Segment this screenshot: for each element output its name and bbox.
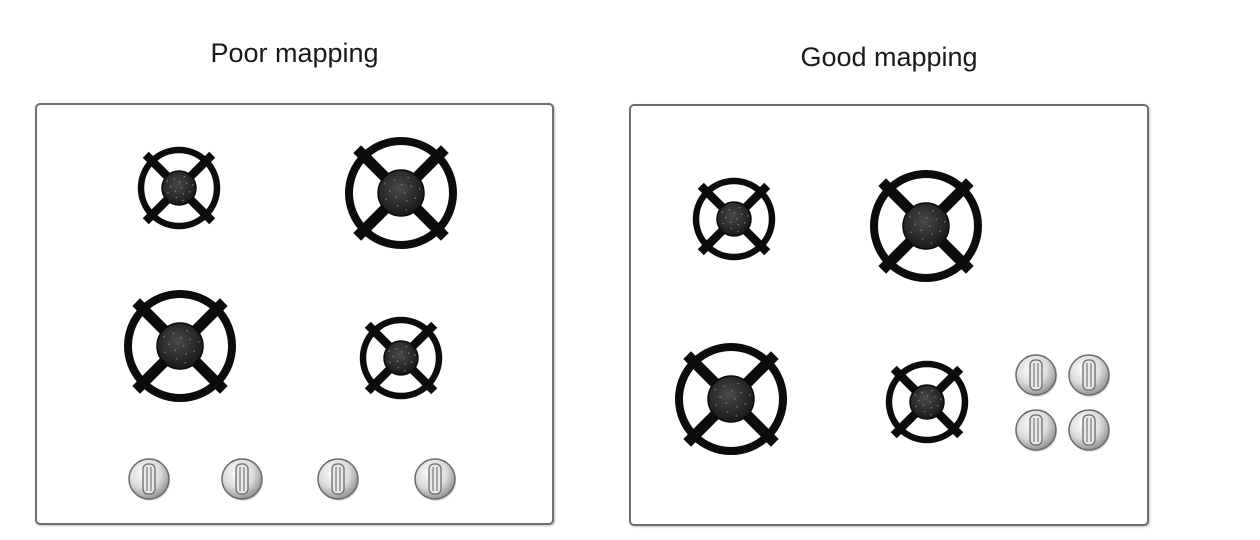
good-mapping-title: Good mapping [800,42,978,72]
poor-mapping-title: Poor mapping [210,38,379,68]
knob-3-icon[interactable] [317,458,359,501]
burner-back-right-icon [870,170,982,282]
knob-2-icon[interactable] [221,458,263,501]
good-mapping-svg [675,170,1110,455]
burner-front-right-icon [359,316,443,400]
knob-front-left-icon[interactable] [1015,409,1057,452]
knob-back-right-icon[interactable] [1068,354,1110,397]
burner-back-left-icon [137,146,221,230]
burner-back-left-icon [692,177,776,261]
knob-1-icon[interactable] [128,458,170,501]
knob-back-left-icon[interactable] [1015,354,1057,397]
good-mapping-stovetop [629,104,1149,526]
burner-front-right-icon [885,360,969,444]
poor-mapping-svg [124,137,457,501]
poor-mapping-stovetop [35,103,554,525]
burner-front-left-icon [124,290,236,402]
burner-back-right-icon [345,137,457,249]
knob-4-icon[interactable] [414,458,456,501]
knob-front-right-icon[interactable] [1068,409,1110,452]
burner-front-left-icon [675,343,787,455]
